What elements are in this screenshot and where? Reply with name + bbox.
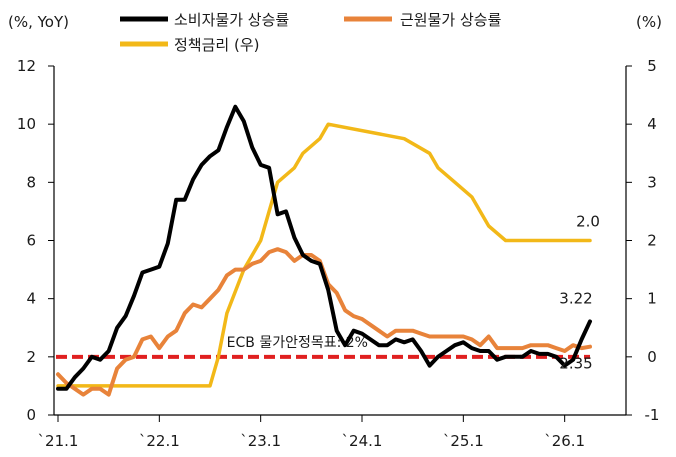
left-tick-label: 8	[26, 173, 36, 191]
data-labels: 3.22 2.35 2.0	[559, 213, 600, 373]
legend: 소비자물가 상승률 근원물가 상승률 정책금리 (우)	[120, 11, 502, 54]
left-axis-unit-label: (%, YoY)	[8, 13, 69, 31]
x-tick-label: `23.1	[240, 432, 281, 450]
right-axis-unit-label: (%)	[636, 13, 662, 31]
left-tick-label: 0	[26, 406, 36, 424]
x-tick-label: `25.1	[443, 432, 484, 450]
right-tick-label: 1	[647, 290, 657, 308]
x-tick-label: `21.1	[38, 432, 79, 450]
right-tick-label: 2	[647, 232, 657, 250]
x-tick-label: `22.1	[139, 432, 180, 450]
left-tick-label: 2	[26, 348, 36, 366]
right-tick-label: 4	[647, 115, 657, 133]
legend-label-core: 근원물가 상승률	[400, 11, 502, 29]
left-tick-label: 6	[26, 232, 36, 250]
x-axis-ticks: `21.1 `22.1 `23.1 `24.1 `25.1 `26.1	[38, 415, 585, 450]
policy-rate-line	[56, 122, 592, 388]
ecb-target-label: ECB 물가안정목표: 2%	[227, 335, 368, 351]
left-tick-label: 4	[26, 290, 36, 308]
legend-label-cpi: 소비자물가 상승률	[174, 11, 289, 29]
left-tick-label: 12	[17, 57, 36, 75]
left-axis-ticks: 0 2 4 6 8 10 12	[17, 57, 54, 424]
right-tick-label: 3	[647, 173, 657, 191]
cpi-line	[56, 104, 592, 391]
data-label: 2.35	[559, 355, 592, 373]
data-label: 2.0	[576, 213, 600, 231]
right-axis-ticks: -1 0 1 2 3 4 5	[626, 57, 659, 424]
legend-label-policy-rate: 정책금리 (우)	[174, 36, 259, 54]
right-tick-label: -1	[645, 406, 660, 424]
series-lines	[56, 104, 592, 397]
right-tick-label: 5	[647, 57, 657, 75]
right-tick-label: 0	[647, 348, 657, 366]
data-label: 3.22	[559, 289, 592, 307]
x-tick-label: `26.1	[544, 432, 585, 450]
left-tick-label: 10	[17, 115, 36, 133]
x-tick-label: `24.1	[342, 432, 383, 450]
